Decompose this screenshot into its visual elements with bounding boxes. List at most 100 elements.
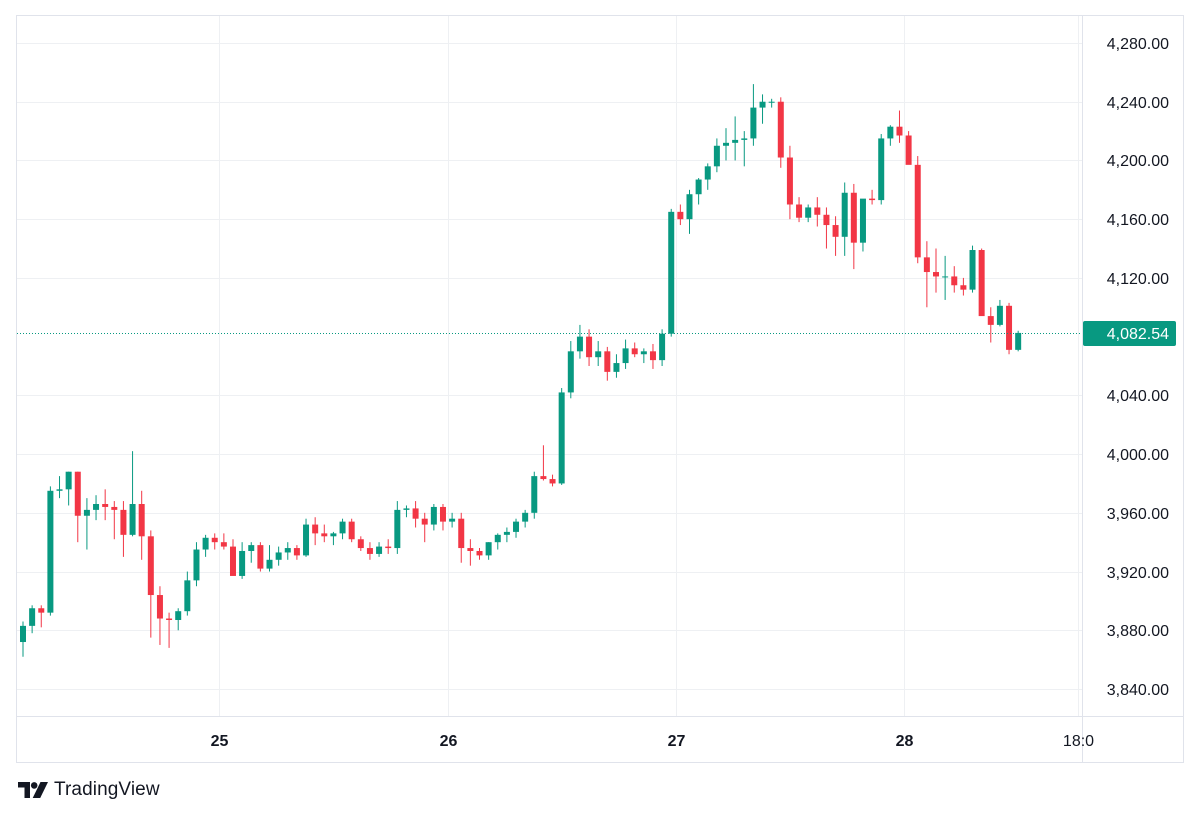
candle-up[interactable] [284, 542, 291, 560]
candle-up[interactable] [686, 189, 693, 234]
candle-down[interactable] [439, 504, 446, 531]
candle-down[interactable] [38, 605, 45, 628]
candle-down[interactable] [111, 501, 118, 540]
candle-down[interactable] [586, 329, 593, 366]
candle-down[interactable] [293, 545, 300, 560]
candle-up[interactable] [503, 527, 510, 543]
candle-up[interactable] [531, 471, 538, 519]
candle-up[interactable] [20, 621, 26, 657]
candle-up[interactable] [969, 245, 976, 293]
candle-up[interactable] [175, 608, 182, 631]
candle-down[interactable] [832, 216, 839, 256]
candle-up[interactable] [394, 501, 401, 554]
candle-up[interactable] [93, 495, 100, 521]
candle-up[interactable] [878, 134, 885, 205]
candle-up[interactable] [622, 339, 629, 369]
candle-down[interactable] [677, 204, 684, 226]
candle-down[interactable] [220, 533, 227, 550]
candle-down[interactable] [786, 145, 793, 220]
candle-up[interactable] [567, 341, 574, 399]
candle-down[interactable] [987, 307, 994, 343]
candle-down[interactable] [978, 248, 985, 317]
candle-down[interactable] [357, 536, 364, 551]
candle-down[interactable] [102, 489, 109, 521]
candle-down[interactable] [896, 110, 903, 143]
candle-down[interactable] [156, 586, 163, 645]
candle-up[interactable] [996, 299, 1003, 327]
candle-down[interactable] [385, 539, 392, 554]
candle-up[interactable] [513, 518, 520, 538]
candle-down[interactable] [823, 207, 830, 249]
candle-up[interactable] [713, 138, 720, 173]
candle-down[interactable] [796, 197, 803, 223]
candle-up[interactable] [303, 518, 310, 557]
candle-up[interactable] [942, 255, 949, 300]
candle-up[interactable] [759, 94, 766, 124]
candle-up[interactable] [376, 542, 383, 557]
candle-down[interactable] [458, 512, 465, 563]
candle-up[interactable] [239, 542, 246, 579]
candle-up[interactable] [83, 498, 90, 550]
candle-down[interactable] [933, 248, 939, 293]
candle-down[interactable] [631, 342, 638, 358]
candle-down[interactable] [1006, 302, 1013, 355]
candle-up[interactable] [704, 163, 711, 190]
candle-up[interactable] [330, 531, 337, 546]
candle-up[interactable] [768, 98, 775, 108]
candle-down[interactable] [120, 501, 127, 557]
candle-up[interactable] [887, 125, 894, 146]
candle-down[interactable] [321, 524, 328, 543]
candle-up[interactable] [576, 324, 583, 359]
candle-down[interactable] [814, 197, 821, 227]
candle-down[interactable] [467, 539, 474, 566]
candle-down[interactable] [211, 533, 218, 550]
candle-down[interactable] [138, 490, 145, 560]
candle-up[interactable] [805, 204, 812, 223]
candle-down[interactable] [348, 518, 355, 543]
candle-up[interactable] [449, 512, 456, 528]
candle-down[interactable] [549, 474, 556, 487]
candle-down[interactable] [312, 517, 319, 546]
candle-up[interactable] [129, 451, 136, 537]
candle-up[interactable] [485, 542, 492, 560]
candle-up[interactable] [640, 348, 647, 364]
candles[interactable] [20, 84, 1022, 657]
candle-up[interactable] [339, 518, 346, 540]
candle-down[interactable] [421, 512, 428, 543]
candle-up[interactable] [403, 505, 410, 518]
candle-up[interactable] [494, 533, 501, 550]
candle-up[interactable] [595, 341, 602, 366]
candle-down[interactable] [649, 343, 656, 369]
candle-down[interactable] [412, 501, 419, 528]
candle-down[interactable] [257, 542, 264, 572]
candle-up[interactable] [1015, 330, 1022, 352]
candle-down[interactable] [914, 156, 921, 264]
candle-up[interactable] [184, 571, 191, 616]
candle-up[interactable] [723, 128, 730, 161]
candle-down[interactable] [951, 266, 958, 293]
candle-down[interactable] [540, 445, 547, 481]
brand[interactable]: TradingView [18, 778, 160, 802]
candle-up[interactable] [248, 542, 255, 563]
candle-down[interactable] [74, 471, 81, 543]
candle-up[interactable] [522, 509, 529, 528]
candle-up[interactable] [430, 504, 437, 531]
candle-up[interactable] [750, 84, 757, 146]
candle-down[interactable] [147, 530, 154, 638]
candle-down[interactable] [604, 346, 611, 381]
candle-up[interactable] [29, 605, 36, 634]
candle-down[interactable] [476, 548, 483, 560]
candle-down[interactable] [960, 277, 967, 296]
candle-down[interactable] [366, 542, 373, 560]
candle-up[interactable] [741, 131, 748, 167]
candle-up[interactable] [668, 208, 675, 337]
candle-down[interactable] [166, 612, 173, 648]
candle-down[interactable] [905, 131, 912, 165]
candle-up[interactable] [202, 534, 209, 557]
candle-down[interactable] [923, 241, 930, 308]
candle-up[interactable] [659, 329, 666, 366]
candle-up[interactable] [56, 476, 63, 499]
candle-down[interactable] [229, 539, 236, 576]
